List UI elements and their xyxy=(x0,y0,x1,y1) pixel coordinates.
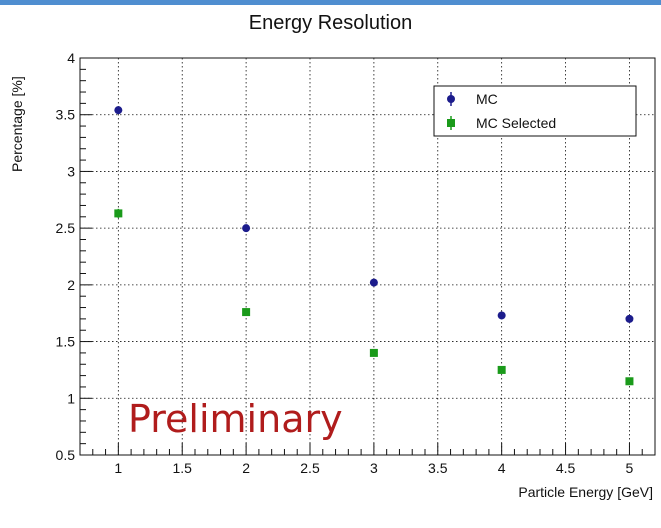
chart-title: Energy Resolution xyxy=(248,12,413,34)
data-marks xyxy=(114,106,634,386)
top-accent-bar xyxy=(0,0,661,5)
x-tick-label: 4.5 xyxy=(556,460,576,476)
legend-label: MC xyxy=(476,91,498,107)
x-tick-label: 1 xyxy=(114,460,122,476)
y-tick-label: 2.5 xyxy=(56,220,76,236)
y-tick-label: 4 xyxy=(67,50,75,66)
mc-point xyxy=(369,278,378,287)
y-tick-label: 3 xyxy=(67,163,75,179)
mc-point xyxy=(242,224,251,233)
mc-selected-point xyxy=(242,308,251,317)
preliminary-annotation: Preliminary xyxy=(128,397,343,441)
x-tick-label: 3.5 xyxy=(428,460,448,476)
plot-frame xyxy=(79,57,656,456)
y-tick-label: 0.5 xyxy=(56,447,76,463)
legend-marker xyxy=(447,119,455,127)
legend-label: MC Selected xyxy=(476,115,556,131)
tick-labels: 1 1.5 2 2.5 3 3.5 4 4.5 5 0.5 1 1.5 2 2.5 3 3.5 4 xyxy=(56,50,634,476)
y-axis-label: Percentage [%] xyxy=(9,76,25,172)
y-tick-label: 1 xyxy=(67,390,75,406)
legend-box xyxy=(433,85,637,137)
legend-marker xyxy=(447,95,455,103)
x-tick-label: 1.5 xyxy=(172,460,192,476)
mc-point xyxy=(625,314,634,323)
legend: MC MC Selected xyxy=(433,85,637,137)
mc-selected-point xyxy=(497,365,506,374)
y-tick-label: 3.5 xyxy=(56,107,76,123)
x-axis-label: Particle Energy [GeV] xyxy=(518,484,653,500)
mc-selected-point xyxy=(114,209,123,218)
mc-point xyxy=(497,311,506,320)
x-tick-label: 4 xyxy=(498,460,506,476)
y-tick-label: 1.5 xyxy=(56,334,76,350)
mc-selected-point xyxy=(625,377,634,386)
mc-point xyxy=(114,106,123,115)
x-tick-label: 5 xyxy=(626,460,634,476)
axis-ticks xyxy=(79,57,656,456)
mc-selected-point xyxy=(369,348,378,357)
x-tick-label: 3 xyxy=(370,460,378,476)
x-tick-label: 2 xyxy=(242,460,250,476)
x-tick-label: 2.5 xyxy=(300,460,320,476)
y-tick-label: 2 xyxy=(67,277,75,293)
